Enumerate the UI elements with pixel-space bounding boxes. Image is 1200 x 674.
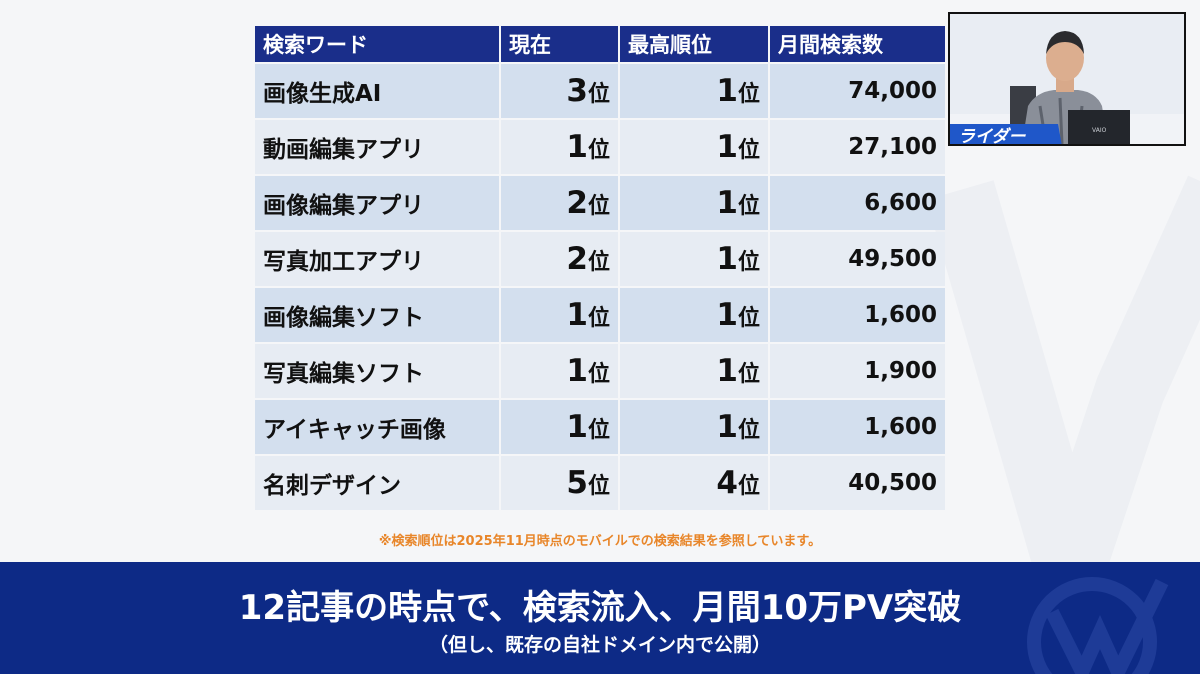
- best-rank-cell: 1位: [620, 400, 768, 454]
- rank-suffix: 位: [587, 306, 610, 331]
- monthly-searches-cell: 6,600: [770, 176, 945, 230]
- rank-suffix: 位: [737, 250, 760, 275]
- rank-suffix: 位: [737, 362, 760, 387]
- current-rank-cell: 2位: [501, 232, 618, 286]
- laptop-logo-text: VAIO: [1092, 127, 1107, 134]
- current-rank-value: 2: [566, 241, 588, 277]
- header-keyword: 検索ワード: [255, 26, 499, 62]
- table-row: 画像編集ソフト 1位 1位 1,600: [255, 288, 945, 342]
- current-rank-value: 1: [566, 129, 588, 165]
- table-header-row: 検索ワード 現在 最高順位 月間検索数: [255, 26, 945, 62]
- table-row: 写真加工アプリ 2位 1位 49,500: [255, 232, 945, 286]
- rank-suffix: 位: [737, 194, 760, 219]
- table-row: 画像編集アプリ 2位 1位 6,600: [255, 176, 945, 230]
- rank-suffix: 位: [587, 474, 610, 499]
- table-body: 画像生成AI 3位 1位 74,000 動画編集アプリ 1位 1位 27,100…: [255, 64, 945, 510]
- current-rank-value: 1: [566, 353, 588, 389]
- rank-suffix: 位: [737, 474, 760, 499]
- keyword-cell: 写真加工アプリ: [255, 232, 499, 286]
- table-row: 画像生成AI 3位 1位 74,000: [255, 64, 945, 118]
- rank-suffix: 位: [587, 138, 610, 163]
- best-rank-value: 1: [716, 297, 738, 333]
- monthly-searches-cell: 1,600: [770, 288, 945, 342]
- keyword-cell: アイキャッチ画像: [255, 400, 499, 454]
- best-rank-value: 1: [716, 353, 738, 389]
- current-rank-value: 1: [566, 409, 588, 445]
- rank-suffix: 位: [587, 418, 610, 443]
- monthly-searches-cell: 1,600: [770, 400, 945, 454]
- current-rank-cell: 5位: [501, 456, 618, 510]
- monthly-searches-cell: 49,500: [770, 232, 945, 286]
- best-rank-cell: 4位: [620, 456, 768, 510]
- monthly-searches-cell: 40,500: [770, 456, 945, 510]
- monthly-searches-cell: 27,100: [770, 120, 945, 174]
- webcam-banner-text: ライダー: [958, 127, 1026, 144]
- best-rank-cell: 1位: [620, 120, 768, 174]
- keyword-cell: 名刺デザイン: [255, 456, 499, 510]
- rank-suffix: 位: [587, 250, 610, 275]
- table-row: 動画編集アプリ 1位 1位 27,100: [255, 120, 945, 174]
- table-row: 名刺デザイン 5位 4位 40,500: [255, 456, 945, 510]
- brand-logo-icon: [1027, 577, 1169, 674]
- current-rank-cell: 3位: [501, 64, 618, 118]
- footnote: ※検索順位は2025年11月時点のモバイルでの検索結果を参照しています。: [378, 534, 822, 549]
- best-rank-cell: 1位: [620, 176, 768, 230]
- caption-banner: 12記事の時点で、検索流入、月間10万PV突破 （但し、既存の自社ドメイン内で公…: [0, 562, 1200, 674]
- best-rank-cell: 1位: [620, 232, 768, 286]
- webcam-overlay: ライダー VAIO: [948, 12, 1186, 146]
- current-rank-cell: 1位: [501, 120, 618, 174]
- caption-subline: （但し、既存の自社ドメイン内で公開）: [428, 634, 771, 656]
- presenter-video-frame: ライダー VAIO: [950, 14, 1184, 144]
- best-rank-value: 1: [716, 129, 738, 165]
- keyword-cell: 写真編集ソフト: [255, 344, 499, 398]
- background-watermark-logo: [926, 175, 1200, 590]
- ranking-table-container: 検索ワード 現在 最高順位 月間検索数 画像生成AI 3位 1位 74,000 …: [255, 26, 945, 512]
- current-rank-value: 2: [566, 185, 588, 221]
- table-row: 写真編集ソフト 1位 1位 1,900: [255, 344, 945, 398]
- monthly-searches-cell: 74,000: [770, 64, 945, 118]
- rank-suffix: 位: [587, 82, 610, 107]
- ranking-table: 検索ワード 現在 最高順位 月間検索数 画像生成AI 3位 1位 74,000 …: [253, 24, 947, 512]
- best-rank-cell: 1位: [620, 64, 768, 118]
- keyword-cell: 画像編集アプリ: [255, 176, 499, 230]
- current-rank-value: 5: [566, 465, 588, 501]
- current-rank-cell: 1位: [501, 344, 618, 398]
- best-rank-value: 1: [716, 185, 738, 221]
- monthly-searches-cell: 1,900: [770, 344, 945, 398]
- rank-suffix: 位: [737, 418, 760, 443]
- rank-suffix: 位: [737, 306, 760, 331]
- best-rank-value: 1: [716, 241, 738, 277]
- best-rank-value: 1: [716, 409, 738, 445]
- table-row: アイキャッチ画像 1位 1位 1,600: [255, 400, 945, 454]
- header-monthly-searches: 月間検索数: [770, 26, 945, 62]
- current-rank-cell: 1位: [501, 400, 618, 454]
- rank-suffix: 位: [587, 194, 610, 219]
- keyword-cell: 画像生成AI: [255, 64, 499, 118]
- current-rank-value: 1: [566, 297, 588, 333]
- rank-suffix: 位: [587, 362, 610, 387]
- current-rank-cell: 1位: [501, 288, 618, 342]
- header-current-rank: 現在: [501, 26, 618, 62]
- current-rank-value: 3: [566, 73, 588, 109]
- keyword-cell: 動画編集アプリ: [255, 120, 499, 174]
- header-best-rank: 最高順位: [620, 26, 768, 62]
- best-rank-cell: 1位: [620, 288, 768, 342]
- rank-suffix: 位: [737, 82, 760, 107]
- best-rank-value: 4: [716, 465, 738, 501]
- best-rank-value: 1: [716, 73, 738, 109]
- best-rank-cell: 1位: [620, 344, 768, 398]
- rank-suffix: 位: [737, 138, 760, 163]
- caption-headline: 12記事の時点で、検索流入、月間10万PV突破: [238, 588, 962, 628]
- current-rank-cell: 2位: [501, 176, 618, 230]
- keyword-cell: 画像編集ソフト: [255, 288, 499, 342]
